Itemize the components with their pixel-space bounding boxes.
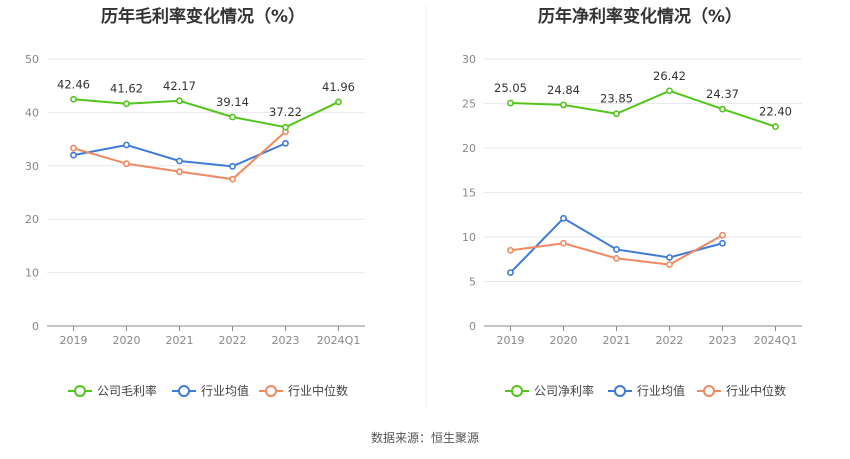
- data-point: [507, 99, 514, 107]
- data-label: 23.85: [600, 92, 633, 106]
- data-point: [613, 110, 620, 118]
- series-line: [510, 89, 776, 128]
- x-tick-label: 2022: [219, 334, 247, 347]
- data-point: [282, 123, 289, 131]
- gross-margin-chart: 历年毛利率变化情况（%） 0 10 20 30 40 50 2019 2020 2021 2022 2…: [25, 6, 365, 398]
- x-tick-label: 2020: [113, 334, 141, 347]
- x-tick-label: 2022: [656, 334, 684, 347]
- data-point: [560, 101, 567, 109]
- legend-label: 行业中位数: [726, 383, 786, 398]
- y-tick-label: 30: [462, 53, 476, 66]
- data-point: [229, 162, 236, 170]
- series-line: [73, 98, 339, 129]
- x-tick-label: 2021: [166, 334, 194, 347]
- y-tick-label: 40: [25, 106, 39, 119]
- data-point: [123, 141, 130, 149]
- y-tick-label: 20: [25, 213, 39, 226]
- data-point: [560, 239, 567, 247]
- y-tick-label: 15: [462, 187, 476, 200]
- data-point: [176, 168, 183, 176]
- data-label: 22.40: [759, 105, 792, 119]
- x-tick-label: 2023: [272, 334, 300, 347]
- y-tick-label: 30: [25, 160, 39, 173]
- data-point: [229, 175, 236, 183]
- data-point: [613, 246, 620, 253]
- data-label: 37.22: [269, 105, 302, 119]
- chart-title: 历年净利率变化情况（%）: [538, 6, 742, 27]
- y-tick-label: 0: [32, 320, 39, 333]
- data-label: 25.05: [494, 81, 527, 95]
- legend-swatch-marker: [74, 385, 86, 397]
- chart-title: 历年毛利率变化情况（%）: [101, 6, 305, 27]
- legend-label: 公司毛利率: [97, 383, 157, 398]
- legend-label: 公司净利率: [534, 383, 594, 398]
- data-label: 24.37: [706, 87, 739, 101]
- data-point: [176, 97, 183, 105]
- data-label: 26.42: [653, 69, 686, 83]
- x-tick-label: 2024Q1: [754, 334, 798, 347]
- data-point: [70, 95, 77, 103]
- x-tick-label: 2021: [603, 334, 631, 347]
- data-point: [176, 157, 183, 165]
- data-point: [70, 151, 77, 159]
- data-point: [719, 231, 726, 239]
- data-point: [123, 160, 130, 168]
- data-label: 41.62: [110, 82, 143, 96]
- data-point: [719, 105, 726, 113]
- data-point: [229, 113, 236, 121]
- y-tick-label: 25: [462, 98, 476, 111]
- data-label: 24.84: [547, 83, 580, 97]
- x-tick-label: 2019: [60, 334, 88, 347]
- data-point: [613, 254, 620, 262]
- data-label: 42.17: [163, 79, 196, 93]
- data-point: [666, 254, 673, 261]
- data-label: 41.96: [322, 80, 355, 94]
- x-tick-label: 2019: [497, 334, 525, 347]
- data-point: [70, 144, 77, 152]
- data-point: [560, 214, 567, 222]
- net-margin-chart: 历年净利率变化情况（%） 0 5 10 15 20 25 30 2019 2020 2021 2022…: [462, 6, 802, 398]
- x-tick-label: 2020: [550, 334, 578, 347]
- y-tick-label: 0: [469, 320, 476, 333]
- legend-swatch-marker: [511, 385, 523, 397]
- data-point: [666, 87, 673, 95]
- legend-swatch-marker: [178, 385, 190, 397]
- y-tick-label: 10: [25, 267, 39, 280]
- data-point: [123, 100, 130, 108]
- y-tick-label: 5: [469, 276, 476, 289]
- data-point: [666, 261, 673, 268]
- data-source-note: 数据来源：恒生聚源: [371, 430, 479, 445]
- y-tick-label: 50: [25, 53, 39, 66]
- legend-label: 行业中位数: [288, 383, 348, 398]
- legend-swatch-marker: [614, 385, 626, 397]
- legend-label: 行业均值: [637, 383, 685, 398]
- data-point: [282, 139, 289, 147]
- data-point: [507, 246, 514, 254]
- x-tick-label: 2024Q1: [317, 334, 361, 347]
- data-point: [719, 239, 726, 247]
- data-label: 42.46: [57, 77, 90, 91]
- data-point: [772, 123, 779, 131]
- legend-swatch-marker: [703, 385, 715, 397]
- y-tick-label: 10: [462, 231, 476, 244]
- data-label: 39.14: [216, 95, 249, 109]
- x-tick-label: 2023: [709, 334, 737, 347]
- y-tick-label: 20: [462, 142, 476, 155]
- legend-label: 行业均值: [201, 383, 249, 398]
- data-point: [335, 98, 342, 106]
- legend-swatch-marker: [265, 385, 277, 397]
- data-point: [507, 269, 514, 276]
